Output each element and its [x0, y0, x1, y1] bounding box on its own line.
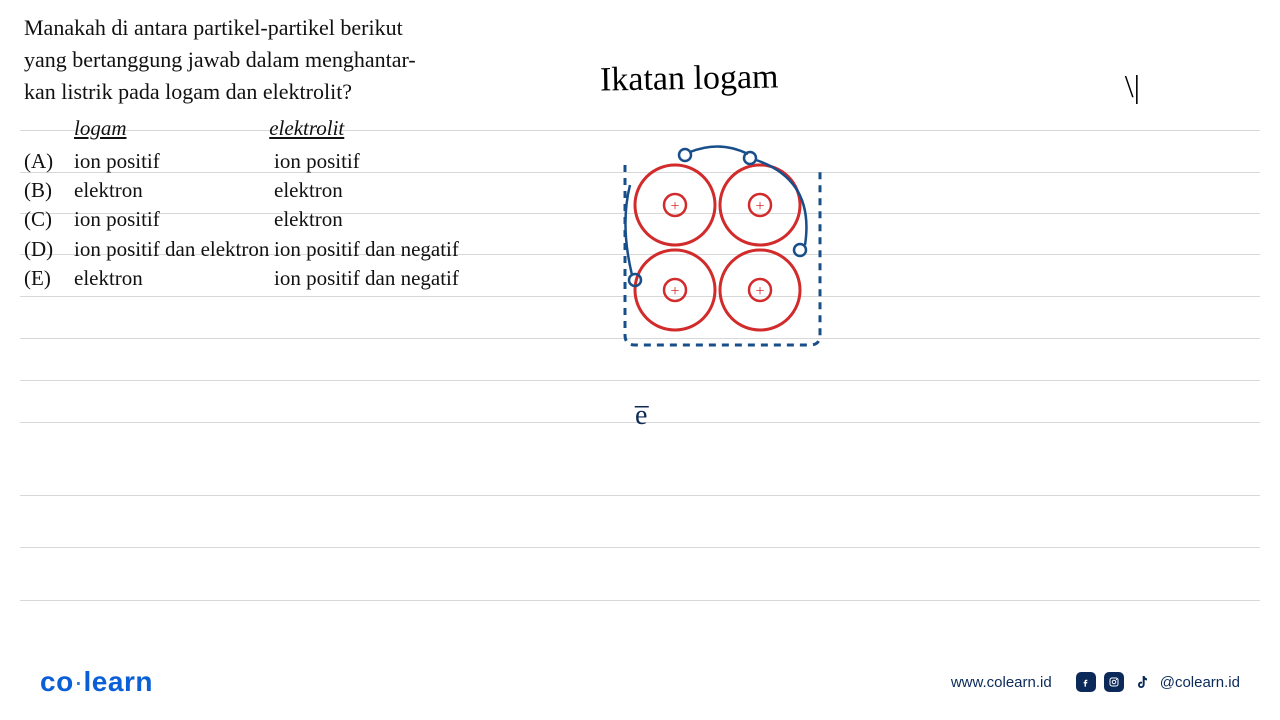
options-list: (A) ion positif ion positif (B) elektron… [24, 147, 484, 294]
header-logam: logam [74, 116, 127, 140]
option-elektrolit: ion positif dan negatif [274, 235, 484, 264]
option-letter: (E) [24, 264, 74, 293]
svg-text:+: + [755, 283, 764, 300]
logo-right: learn [84, 666, 153, 697]
option-logam: ion positif [74, 205, 274, 234]
column-headers: logam elektrolit [24, 116, 484, 141]
cation: + [720, 250, 800, 330]
option-letter: (B) [24, 176, 74, 205]
option-e: (E) elektron ion positif dan negatif [24, 264, 484, 293]
hand-bottom-mark: e̅ [635, 400, 647, 432]
option-elektrolit: ion positif [274, 147, 484, 176]
electron [794, 244, 806, 256]
metal-bond-diagram: + + + + [590, 130, 850, 370]
option-logam: ion positif dan elektron [74, 235, 274, 264]
hand-title: Ikatan logam [600, 58, 779, 99]
page: Manakah di antara partikel-partikel beri… [0, 0, 1280, 720]
footer-right: www.colearn.id @colearn.id [951, 672, 1240, 692]
footer-url: www.colearn.id [951, 674, 1052, 691]
hand-corner-mark: \| [1125, 68, 1140, 105]
question-block: Manakah di antara partikel-partikel beri… [24, 12, 484, 294]
svg-text:+: + [755, 198, 764, 215]
option-elektrolit: ion positif dan negatif [274, 264, 484, 293]
option-d: (D) ion positif dan elektron ion positif… [24, 235, 484, 264]
handwriting-area: Ikatan logam \| + + + [520, 60, 1260, 460]
svg-text:+: + [670, 198, 679, 215]
option-elektrolit: elektron [274, 205, 484, 234]
option-letter: (D) [24, 235, 74, 264]
header-elektrolit: elektrolit [269, 116, 344, 140]
option-logam: elektron [74, 264, 274, 293]
colearn-logo: co·learn [40, 666, 153, 698]
cation: + [635, 250, 715, 330]
footer-handle: @colearn.id [1160, 674, 1240, 691]
logo-left: co [40, 666, 74, 697]
social-icons: @colearn.id [1076, 672, 1240, 692]
option-logam: ion positif [74, 147, 274, 176]
option-elektrolit: elektron [274, 176, 484, 205]
option-logam: elektron [74, 176, 274, 205]
facebook-icon [1076, 672, 1096, 692]
question-line: kan listrik pada logam dan elektrolit? [24, 79, 352, 104]
option-c: (C) ion positif elektron [24, 205, 484, 234]
footer: co·learn www.colearn.id @colearn.id [0, 666, 1280, 698]
electron [679, 146, 748, 161]
logo-dot: · [74, 666, 84, 697]
question-line: Manakah di antara partikel-partikel beri… [24, 15, 403, 40]
tiktok-icon [1132, 672, 1152, 692]
option-b: (B) elektron elektron [24, 176, 484, 205]
cation: + [635, 165, 715, 245]
question-line: yang bertanggung jawab dalam menghantar- [24, 47, 416, 72]
option-a: (A) ion positif ion positif [24, 147, 484, 176]
option-letter: (C) [24, 205, 74, 234]
question-prompt: Manakah di antara partikel-partikel beri… [24, 12, 484, 108]
svg-text:+: + [670, 283, 679, 300]
instagram-icon [1104, 672, 1124, 692]
option-letter: (A) [24, 147, 74, 176]
